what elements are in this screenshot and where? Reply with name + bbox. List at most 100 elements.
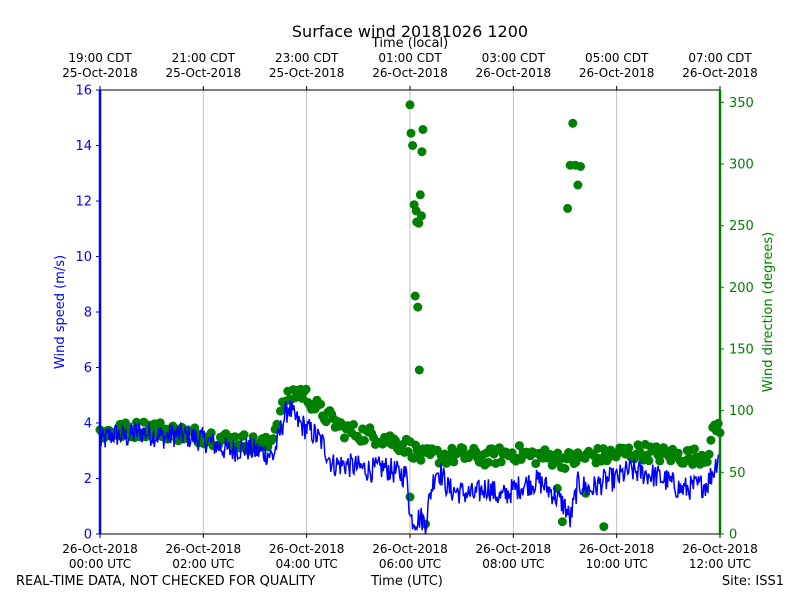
direction-point: [390, 436, 400, 445]
direction-point: [573, 180, 583, 190]
direction-point: [599, 522, 609, 532]
direction-point: [359, 436, 369, 445]
top-tick-time: 23:00 CDT: [275, 51, 339, 65]
bottom-tick-date: 26-Oct-2018: [62, 542, 138, 556]
left-tick-label: 6: [84, 361, 92, 376]
top-tick-date: 26-Oct-2018: [476, 66, 552, 80]
direction-point: [690, 444, 699, 454]
right-tick-label: 100: [729, 404, 754, 419]
right-tick-label: 50: [729, 466, 746, 481]
left-tick-label: 4: [84, 417, 92, 432]
direction-point: [405, 492, 415, 502]
direction-point: [557, 517, 567, 527]
direction-point: [688, 459, 698, 469]
right-axis-label: Wind direction (degrees): [761, 232, 776, 392]
direction-point: [321, 417, 331, 427]
direction-point: [414, 365, 424, 375]
bottom-tick-date: 26-Oct-2018: [269, 542, 345, 556]
top-tick-time: 01:00 CDT: [378, 51, 442, 65]
top-tick-date: 25-Oct-2018: [269, 66, 345, 80]
speed-line: [99, 400, 721, 535]
left-tick-label: 12: [75, 195, 92, 210]
direction-point: [560, 464, 570, 473]
bottom-tick-time: 02:00 UTC: [172, 557, 234, 571]
direction-point: [514, 441, 524, 451]
right-tick-label: 350: [729, 96, 754, 111]
bottom-tick-time: 06:00 UTC: [379, 557, 441, 571]
bottom-tick-date: 26-Oct-2018: [166, 542, 242, 556]
direction-point: [349, 420, 358, 429]
bottom-tick-time: 00:00 UTC: [69, 557, 131, 571]
direction-point: [301, 384, 311, 394]
bottom-tick-time: 08:00 UTC: [482, 557, 544, 571]
direction-point: [406, 128, 416, 138]
bottom-tick-date: 26-Oct-2018: [579, 542, 655, 556]
speed-series: [99, 400, 721, 535]
bottom-tick-date: 26-Oct-2018: [682, 542, 758, 556]
direction-point: [531, 459, 541, 469]
chart-title: Surface wind 20181026 1200: [292, 22, 528, 41]
left-axis-label: Wind speed (m/s): [53, 255, 68, 369]
direction-point: [239, 430, 249, 440]
direction-point: [471, 446, 481, 456]
direction-point: [644, 456, 654, 466]
top-axis-label: Time (local): [371, 36, 448, 51]
top-tick-time: 05:00 CDT: [585, 51, 649, 65]
left-tick-label: 14: [75, 139, 92, 154]
left-tick-label: 0: [84, 528, 92, 543]
direction-point: [496, 457, 506, 467]
top-tick-date: 26-Oct-2018: [372, 66, 448, 80]
site-label: Site: ISS1: [721, 574, 784, 589]
top-tick-date: 26-Oct-2018: [579, 66, 655, 80]
direction-point: [268, 434, 278, 444]
direction-point: [206, 428, 216, 438]
direction-point: [413, 302, 423, 312]
direction-point: [483, 457, 493, 467]
top-tick-time: 21:00 CDT: [172, 51, 236, 65]
direction-point: [410, 291, 420, 301]
top-tick-time: 03:00 CDT: [482, 51, 546, 65]
direction-point: [704, 449, 714, 459]
direction-point: [405, 100, 415, 110]
direction-point: [416, 455, 426, 465]
top-tick-date: 25-Oct-2018: [166, 66, 242, 80]
axis-ticks: 0 2 4 6 8 10 12 14 16 0 50 100 150 200 250 300 350 26-Oct…: [62, 51, 758, 571]
direction-point: [316, 399, 326, 409]
top-tick-date: 25-Oct-2018: [62, 66, 138, 80]
direction-point: [706, 435, 716, 445]
direction-point: [449, 457, 459, 467]
right-tick-label: 150: [729, 343, 754, 358]
left-tick-label: 10: [75, 250, 92, 265]
right-tick-label: 250: [729, 219, 754, 234]
direction-point: [155, 418, 165, 428]
bottom-tick-date: 26-Oct-2018: [476, 542, 552, 556]
direction-point: [418, 125, 428, 134]
left-tick-label: 16: [75, 84, 92, 99]
right-tick-label: 300: [729, 158, 754, 173]
direction-point: [651, 442, 661, 452]
direction-point: [673, 448, 683, 458]
direction-point: [713, 418, 723, 428]
bottom-tick-time: 10:00 UTC: [586, 557, 648, 571]
top-tick-time: 19:00 CDT: [68, 51, 132, 65]
right-tick-label: 200: [729, 281, 754, 296]
direction-point: [230, 432, 240, 442]
quality-note: REAL-TIME DATA, NOT CHECKED FOR QUALITY: [16, 574, 316, 589]
direction-point: [563, 203, 573, 213]
bottom-tick-date: 26-Oct-2018: [372, 542, 448, 556]
right-tick-label: 0: [729, 528, 737, 543]
direction-point: [417, 147, 427, 157]
direction-point: [414, 218, 424, 228]
direction-point: [655, 456, 665, 466]
direction-point: [458, 443, 468, 453]
direction-point: [415, 190, 425, 200]
direction-point: [408, 141, 418, 150]
left-tick-label: 2: [84, 472, 92, 487]
bottom-axis-label: Time (UTC): [371, 574, 443, 589]
top-tick-date: 26-Oct-2018: [682, 66, 758, 80]
direction-point: [702, 457, 712, 467]
left-tick-label: 8: [84, 306, 92, 321]
direction-point: [339, 433, 349, 443]
direction-point: [545, 450, 555, 459]
bottom-tick-time: 12:00 UTC: [689, 557, 751, 571]
